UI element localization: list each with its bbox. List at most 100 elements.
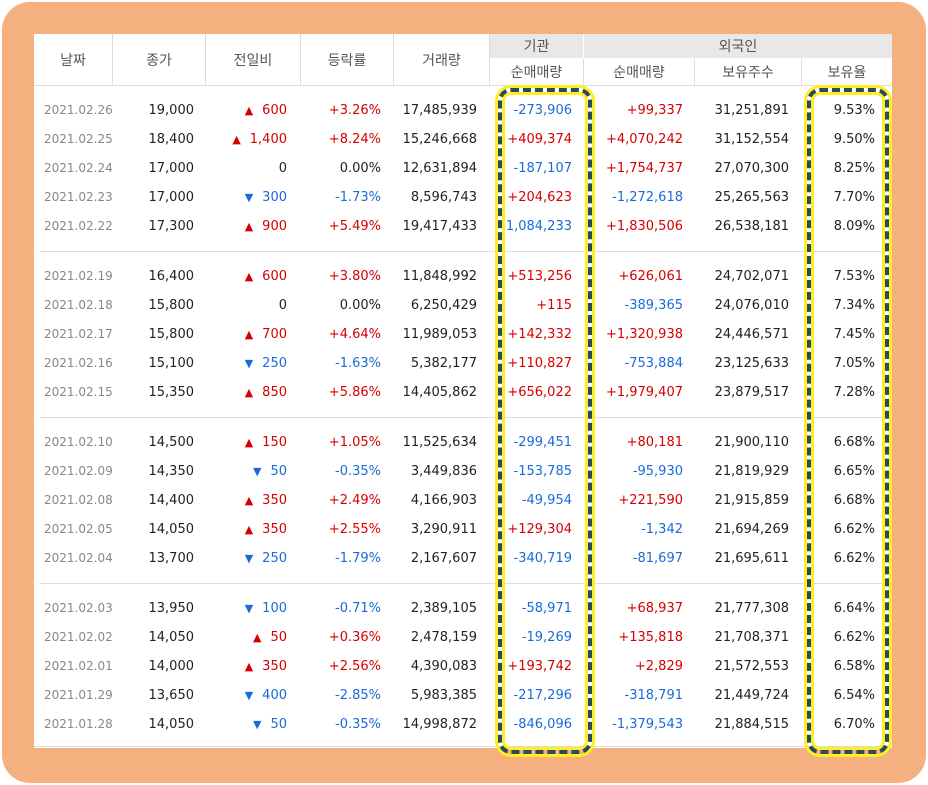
cell-foreign-net: +221,590 xyxy=(618,493,683,508)
cell-close: 16,400 xyxy=(148,269,195,284)
cell-holdings: 21,708,371 xyxy=(714,630,789,645)
table-row[interactable]: 2021.02.15 15,350 ▲ 850 +5.86% 14,405,862 +656… xyxy=(34,378,892,407)
cell-holdings: 26,538,181 xyxy=(714,219,789,234)
cell-rate: 0.00% xyxy=(339,298,381,313)
cell-holdings: 21,449,724 xyxy=(714,688,789,703)
cell-date: 2021.02.01 xyxy=(44,659,113,673)
cell-rate: +8.24% xyxy=(328,132,381,147)
cell-foreign-net: +80,181 xyxy=(626,435,683,450)
header-inst-net[interactable]: 순매매량 xyxy=(490,59,584,86)
table-row[interactable]: 2021.02.10 14,500 ▲ 150 +1.05% 11,525,634 -299… xyxy=(34,428,892,457)
cell-date: 2021.02.24 xyxy=(44,161,113,175)
cell-inst-net: -19,269 xyxy=(521,630,572,645)
table-row[interactable]: 2021.01.28 14,050 ▼ 50 -0.35% 14,998,872 -846,… xyxy=(34,710,892,739)
cell-holdings: 21,884,515 xyxy=(714,717,789,732)
cell-rate: +2.55% xyxy=(328,522,381,537)
cell-inst-net: -340,719 xyxy=(513,551,572,566)
table-row[interactable]: 2021.02.09 14,350 ▼ 50 -0.35% 3,449,836 -153,7… xyxy=(34,457,892,486)
cell-rate: +5.86% xyxy=(328,385,381,400)
down-triangle-icon: ▼ xyxy=(244,602,254,615)
cell-change-value: 600 xyxy=(262,269,287,284)
cell-foreign-net: -753,884 xyxy=(624,356,683,371)
table-row[interactable]: 2021.02.19 16,400 ▲ 600 +3.80% 11,848,992 +513… xyxy=(34,262,892,291)
table-header: 날짜 종가 전일비 등락률 거래량 기관 외국인 순매매량 순매매량 보유주수 … xyxy=(34,34,892,86)
header-ratio[interactable]: 보유율 xyxy=(802,59,892,86)
header-foreign-net[interactable]: 순매매량 xyxy=(584,59,695,86)
table-row[interactable]: 2021.02.16 15,100 ▼ 250 -1.63% 5,382,177 +110,… xyxy=(34,349,892,378)
table-row[interactable]: 2021.02.18 15,800 0 0.00% 6,250,429 +115 -389,… xyxy=(34,291,892,320)
down-triangle-icon: ▼ xyxy=(244,191,254,204)
cell-inst-net: -217,296 xyxy=(513,688,572,703)
up-triangle-icon: ▲ xyxy=(244,386,254,399)
cell-change: ▼ 250 xyxy=(204,544,287,573)
table-row[interactable]: 2021.02.05 14,050 ▲ 350 +2.55% 3,290,911 +129,… xyxy=(34,515,892,544)
cell-volume: 4,390,083 xyxy=(410,659,477,674)
cell-close: 14,500 xyxy=(148,435,195,450)
header-rate[interactable]: 등락률 xyxy=(301,34,394,86)
cell-change-value: 850 xyxy=(262,385,287,400)
cell-date: 2021.02.04 xyxy=(44,551,113,565)
cell-date: 2021.02.03 xyxy=(44,601,113,615)
cell-change: ▼ 250 xyxy=(204,349,287,378)
cell-holdings: 21,777,308 xyxy=(714,601,789,616)
table-row[interactable]: 2021.02.26 19,000 ▲ 600 +3.26% 17,485,939 -273… xyxy=(34,96,892,125)
cell-change-value: 600 xyxy=(262,103,287,118)
cell-change-value: 1,400 xyxy=(249,132,287,147)
table-row[interactable]: 2021.02.22 17,300 ▲ 900 +5.49% 19,417,433 -1,0… xyxy=(34,212,892,241)
up-triangle-icon: ▲ xyxy=(232,133,241,146)
cell-ratio: 6.68% xyxy=(833,435,875,450)
cell-volume: 14,405,862 xyxy=(402,385,477,400)
up-triangle-icon: ▲ xyxy=(252,631,262,644)
cell-close: 17,300 xyxy=(148,219,195,234)
table-row[interactable]: 2021.02.23 17,000 ▼ 300 -1.73% 8,596,743 +204,… xyxy=(34,183,892,212)
header-close[interactable]: 종가 xyxy=(113,34,206,86)
cell-rate: +4.64% xyxy=(328,327,381,342)
cell-ratio: 6.58% xyxy=(833,659,875,674)
group-divider xyxy=(39,417,887,418)
table-row[interactable]: 2021.02.17 15,800 ▲ 700 +4.64% 11,989,053 +142… xyxy=(34,320,892,349)
up-triangle-icon: ▲ xyxy=(244,328,254,341)
cell-foreign-net: -1,379,543 xyxy=(612,717,683,732)
cell-inst-net: -153,785 xyxy=(513,464,572,479)
cell-ratio: 7.70% xyxy=(833,190,875,205)
cell-volume: 19,417,433 xyxy=(402,219,477,234)
cell-foreign-net: -95,930 xyxy=(632,464,683,479)
cell-date: 2021.02.17 xyxy=(44,327,113,341)
header-holdings[interactable]: 보유주수 xyxy=(695,59,802,86)
table-row[interactable]: 2021.02.25 18,400 ▲ 1,400 +8.24% 15,246,668 +4… xyxy=(34,125,892,154)
down-triangle-icon: ▼ xyxy=(244,552,254,565)
down-triangle-icon: ▼ xyxy=(244,357,254,370)
cell-close: 14,400 xyxy=(148,493,195,508)
cell-change-value: 150 xyxy=(262,435,287,450)
cell-holdings: 21,572,553 xyxy=(714,659,789,674)
table-row[interactable]: 2021.02.01 14,000 ▲ 350 +2.56% 4,390,083 +193,… xyxy=(34,652,892,681)
up-triangle-icon: ▲ xyxy=(244,660,254,673)
cell-volume: 15,246,668 xyxy=(402,132,477,147)
cell-date: 2021.02.16 xyxy=(44,356,113,370)
cell-inst-net: -49,954 xyxy=(521,493,572,508)
table-row[interactable]: 2021.02.03 13,950 ▼ 100 -0.71% 2,389,105 -58,9… xyxy=(34,594,892,623)
cell-holdings: 21,695,611 xyxy=(714,551,789,566)
header-date[interactable]: 날짜 xyxy=(34,34,113,86)
cell-rate: -1.73% xyxy=(335,190,381,205)
table-row[interactable]: 2021.01.29 13,650 ▼ 400 -2.85% 5,983,385 -217,… xyxy=(34,681,892,710)
cell-date: 2021.02.19 xyxy=(44,269,113,283)
cell-rate: +5.49% xyxy=(328,219,381,234)
cell-foreign-net: -1,272,618 xyxy=(612,190,683,205)
cell-volume: 2,478,159 xyxy=(410,630,477,645)
table-row[interactable]: 2021.02.02 14,050 ▲ 50 +0.36% 2,478,159 -19,26… xyxy=(34,623,892,652)
down-triangle-icon: ▼ xyxy=(244,689,254,702)
cell-holdings: 21,819,929 xyxy=(714,464,789,479)
table-bottom-border xyxy=(34,746,892,747)
cell-inst-net: +409,374 xyxy=(507,132,572,147)
cell-ratio: 8.09% xyxy=(833,219,875,234)
table-row[interactable]: 2021.02.04 13,700 ▼ 250 -1.79% 2,167,607 -340,… xyxy=(34,544,892,573)
cell-date: 2021.02.09 xyxy=(44,464,113,478)
header-change[interactable]: 전일비 xyxy=(206,34,301,86)
table-row[interactable]: 2021.02.08 14,400 ▲ 350 +2.49% 4,166,903 -49,9… xyxy=(34,486,892,515)
cell-inst-net: +656,022 xyxy=(507,385,572,400)
header-volume[interactable]: 거래량 xyxy=(394,34,490,86)
table-row[interactable]: 2021.02.24 17,000 0 0.00% 12,631,894 -187,107… xyxy=(34,154,892,183)
cell-change-value: 100 xyxy=(262,601,287,616)
cell-change: ▲ 50 xyxy=(204,623,287,652)
